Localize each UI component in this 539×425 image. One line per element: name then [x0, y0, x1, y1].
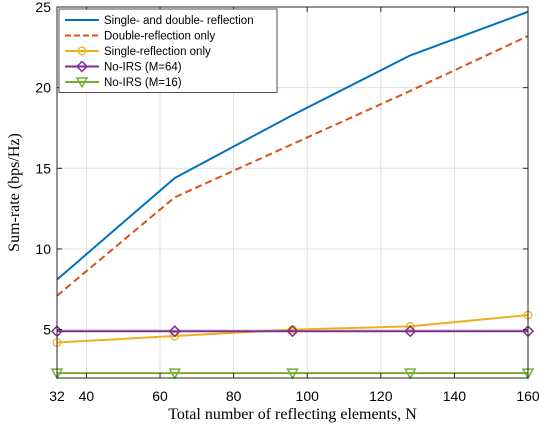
data-point — [286, 325, 299, 338]
data-point — [403, 368, 417, 380]
x-axis-title: Total number of reflecting elements, N — [168, 406, 417, 423]
legend-label: Double-reflection only — [104, 31, 215, 43]
y-tick-label: 10 — [35, 241, 51, 257]
y-tick-label: 20 — [35, 80, 51, 96]
data-point — [168, 368, 182, 380]
legend-label: Single- and double- reflection — [104, 15, 254, 27]
x-tick-label: 32 — [49, 388, 65, 404]
legend-label: Single-reflection only — [104, 46, 211, 58]
legend-marker — [77, 46, 87, 56]
x-tick-label: 160 — [516, 388, 539, 404]
series-line — [56, 314, 529, 344]
y-tick-label: 15 — [35, 160, 51, 176]
data-point — [168, 325, 181, 338]
y-tick-label: 25 — [35, 0, 51, 15]
data-point — [404, 325, 417, 338]
x-tick-label: 60 — [152, 388, 168, 404]
legend-label: No-IRS (M=16) — [104, 77, 182, 89]
series-5 — [50, 368, 535, 380]
data-point — [170, 331, 180, 341]
y-axis-title: Sum-rate (bps/Hz) — [6, 133, 23, 252]
legend-marker — [75, 77, 89, 89]
data-point — [286, 368, 299, 380]
series-layer — [50, 10, 535, 380]
x-tick-label: 80 — [226, 388, 242, 404]
legend-label: No-IRS (M=64) — [104, 62, 182, 74]
y-tick-label: 5 — [43, 322, 51, 338]
series-3 — [52, 310, 533, 347]
x-tick-label: 40 — [79, 388, 95, 404]
axes-frame — [56, 6, 529, 379]
series-1 — [56, 10, 529, 281]
data-point — [405, 321, 415, 331]
x-tick-label: 120 — [369, 388, 393, 404]
legend-marker — [75, 60, 89, 73]
x-tick-label: 140 — [443, 388, 467, 404]
series-line — [56, 10, 529, 281]
x-tick-label: 100 — [296, 388, 320, 404]
legend: Single- and double- reflection Double-ref… — [58, 8, 278, 93]
ticks-layer: 32 40 60 80 100 120 140 160 5 10 15 20 25 — [35, 0, 539, 404]
series-2 — [56, 35, 529, 297]
series-line — [56, 35, 529, 297]
series-4 — [50, 325, 535, 338]
